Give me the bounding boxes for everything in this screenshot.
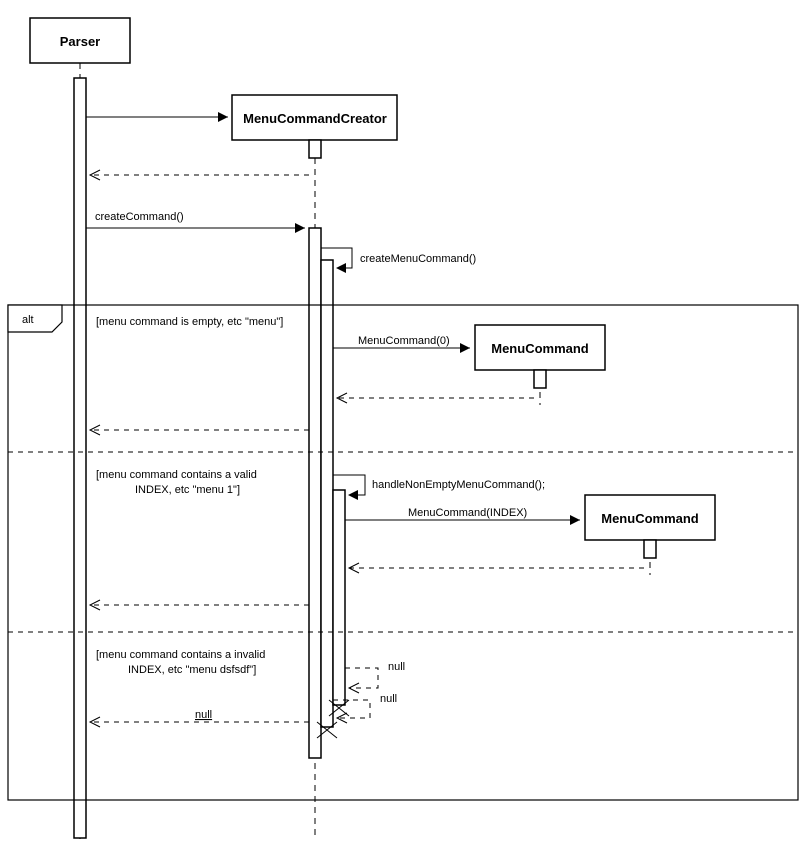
creator-activation-main [309,228,321,758]
null2-label: null [380,693,397,705]
alt-guard2a: [menu command contains a valid [96,469,257,481]
alt-guard2b: INDEX, etc "menu 1"] [135,484,240,496]
createMenuCommand-self-arrow [336,263,346,273]
handleNonEmpty-self-arrow [348,490,358,500]
parser-label: Parser [60,34,100,49]
createCommand-label: createCommand() [95,211,184,223]
createCommand-arrow [295,223,305,233]
creator-activation-self2 [333,490,345,705]
menucmd0-arrow [460,343,470,353]
menucmd1-activation [534,370,546,388]
menucmd2-label: MenuCommand [601,511,699,526]
handleNonEmpty-label: handleNonEmptyMenuCommand(); [372,479,545,491]
alt-guard3a: [menu command contains a invalid [96,649,265,661]
sequence-diagram: Parser MenuCommandCreator createCommand(… [0,0,806,851]
alt-guard1: [menu command is empty, etc "menu"] [96,316,283,328]
menucmd0-label: MenuCommand(0) [358,335,450,347]
menucmdIdx-arrow [570,515,580,525]
alt-frame [8,305,798,800]
alt-tab-label: alt [22,314,34,326]
alt-guard3b: INDEX, etc "menu dsfsdf"] [128,664,256,676]
creator-activation-self1 [321,260,333,727]
creator-label: MenuCommandCreator [243,111,387,126]
null1-label: null [388,661,405,673]
alt-tab [8,305,62,332]
menucmdIdx-label: MenuCommand(INDEX) [408,507,527,519]
null1-return [345,668,378,688]
createMenuCommand-label: createMenuCommand() [360,253,476,265]
parser-activation [74,78,86,838]
menucmd1-label: MenuCommand [491,341,589,356]
menucmd2-activation [644,540,656,558]
creator-activation-stub [309,140,321,158]
create-creator-arrow [218,112,228,122]
nullReturn-label: null [195,709,212,721]
